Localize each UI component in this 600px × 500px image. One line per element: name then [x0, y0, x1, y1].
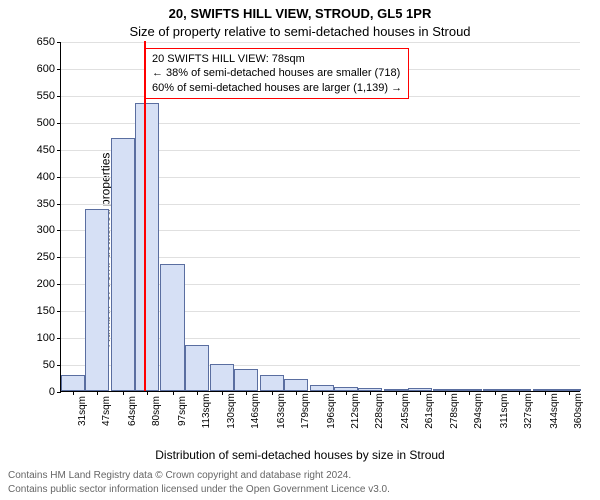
x-tick-label: 146sqm [246, 393, 261, 429]
annotation-line: ← 38% of semi-detached houses are smalle… [152, 66, 402, 80]
y-tick-label: 600 [37, 63, 61, 75]
chart-subtitle: Size of property relative to semi-detach… [0, 24, 600, 39]
annotation-box: 20 SWIFTS HILL VIEW: 78sqm← 38% of semi-… [145, 48, 409, 99]
histogram-bar [111, 138, 135, 391]
x-tick-mark [73, 391, 74, 395]
x-tick-label: 311sqm [495, 394, 510, 429]
histogram-bar [234, 369, 258, 391]
x-tick-label: 327sqm [519, 393, 534, 429]
y-tick-label: 450 [37, 144, 61, 156]
attribution-ogl: Contains public sector information licen… [8, 484, 390, 495]
histogram-plot-area: 0501001502002503003504004505005506006503… [60, 42, 580, 392]
y-tick-label: 200 [37, 278, 61, 290]
y-tick-label: 550 [37, 90, 61, 102]
chart-address-title: 20, SWIFTS HILL VIEW, STROUD, GL5 1PR [0, 6, 600, 21]
x-tick-mark [97, 391, 98, 395]
x-tick-label: 294sqm [469, 393, 484, 429]
histogram-bar [284, 379, 308, 391]
histogram-bar [135, 103, 159, 391]
x-tick-label: 212sqm [346, 393, 361, 429]
x-tick-label: 64sqm [123, 396, 138, 426]
y-tick-label: 100 [37, 332, 61, 344]
x-tick-label: 130sqm [222, 393, 237, 429]
attribution-hmlr: Contains HM Land Registry data © Crown c… [8, 470, 351, 481]
histogram-bar [185, 345, 209, 391]
y-tick-label: 300 [37, 224, 61, 236]
x-tick-label: 47sqm [97, 396, 112, 426]
histogram-bar [85, 209, 109, 391]
y-tick-label: 650 [37, 36, 61, 48]
x-tick-mark [147, 391, 148, 395]
histogram-bar [160, 264, 184, 391]
annotation-line: 20 SWIFTS HILL VIEW: 78sqm [152, 52, 402, 66]
x-tick-label: 163sqm [272, 393, 287, 429]
y-tick-label: 250 [37, 251, 61, 263]
x-tick-label: 245sqm [396, 393, 411, 429]
x-tick-label: 31sqm [73, 396, 88, 426]
x-tick-label: 360sqm [569, 393, 584, 429]
x-tick-label: 196sqm [322, 393, 337, 429]
y-tick-label: 350 [37, 198, 61, 210]
x-tick-label: 278sqm [445, 393, 460, 429]
histogram-bar [210, 364, 234, 391]
y-tick-label: 400 [37, 171, 61, 183]
histogram-bar [61, 375, 85, 391]
y-tick-label: 150 [37, 305, 61, 317]
x-tick-label: 80sqm [147, 396, 162, 426]
x-tick-label: 344sqm [545, 393, 560, 429]
y-tick-label: 0 [49, 386, 61, 398]
annotation-line: 60% of semi-detached houses are larger (… [152, 81, 402, 95]
y-tick-label: 50 [43, 359, 61, 371]
x-tick-label: 228sqm [370, 393, 385, 429]
x-tick-label: 97sqm [173, 396, 188, 426]
x-tick-label: 179sqm [296, 393, 311, 429]
x-tick-mark [123, 391, 124, 395]
x-axis-label: Distribution of semi-detached houses by … [0, 448, 600, 462]
x-tick-mark [173, 391, 174, 395]
y-tick-label: 500 [37, 117, 61, 129]
x-tick-label: 261sqm [420, 393, 435, 429]
histogram-bar [260, 375, 284, 391]
gridline [61, 42, 580, 43]
x-tick-label: 113sqm [197, 394, 212, 429]
